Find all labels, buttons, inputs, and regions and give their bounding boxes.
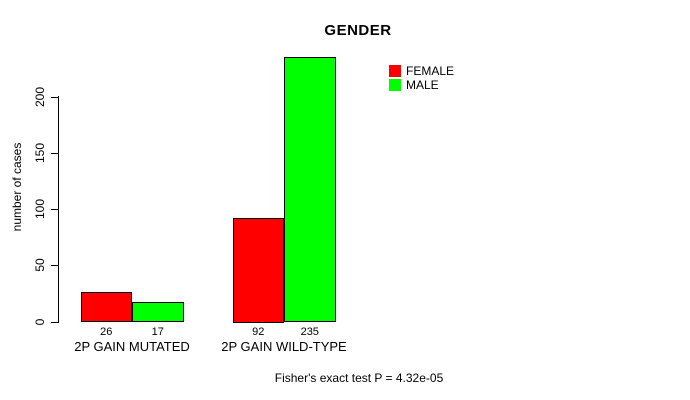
y-axis-label: number of cases [10,142,24,232]
y-axis-tick [51,322,59,323]
y-axis-tick-label: 100 [33,198,47,220]
bar-value-label: 235 [300,326,319,338]
bar-value-label: 26 [100,326,113,338]
bar-female-0 [80,292,132,322]
bar-value-label: 17 [151,326,164,338]
legend-entry: FEMALE [389,64,454,78]
legend: FEMALE MALE [389,64,454,92]
y-axis-tick-label: 200 [33,86,47,108]
annotation-fisher-test: Fisher's exact test P = 4.32e-05 [274,371,444,385]
bar-male-1 [284,57,336,322]
y-axis-tick [51,153,59,154]
bar-male-0 [132,302,184,322]
legend-entry: MALE [389,78,454,92]
bar-value-label: 92 [252,326,265,338]
chart-title: GENDER [324,22,392,39]
y-axis-tick [51,97,59,98]
category-label: 2P GAIN MUTATED [74,339,190,354]
legend-label: FEMALE [406,64,455,78]
y-axis-tick [51,265,59,266]
legend-label: MALE [406,78,439,92]
y-axis-tick-label: 0 [33,318,47,326]
category-label: 2P GAIN WILD-TYPE [221,339,347,354]
legend-swatch-icon [389,79,401,91]
bar-female-1 [232,218,284,323]
y-axis-tick-label: 150 [33,142,47,164]
y-axis-tick-label: 50 [33,258,47,272]
legend-swatch-icon [389,65,401,77]
y-axis-tick [51,209,59,210]
